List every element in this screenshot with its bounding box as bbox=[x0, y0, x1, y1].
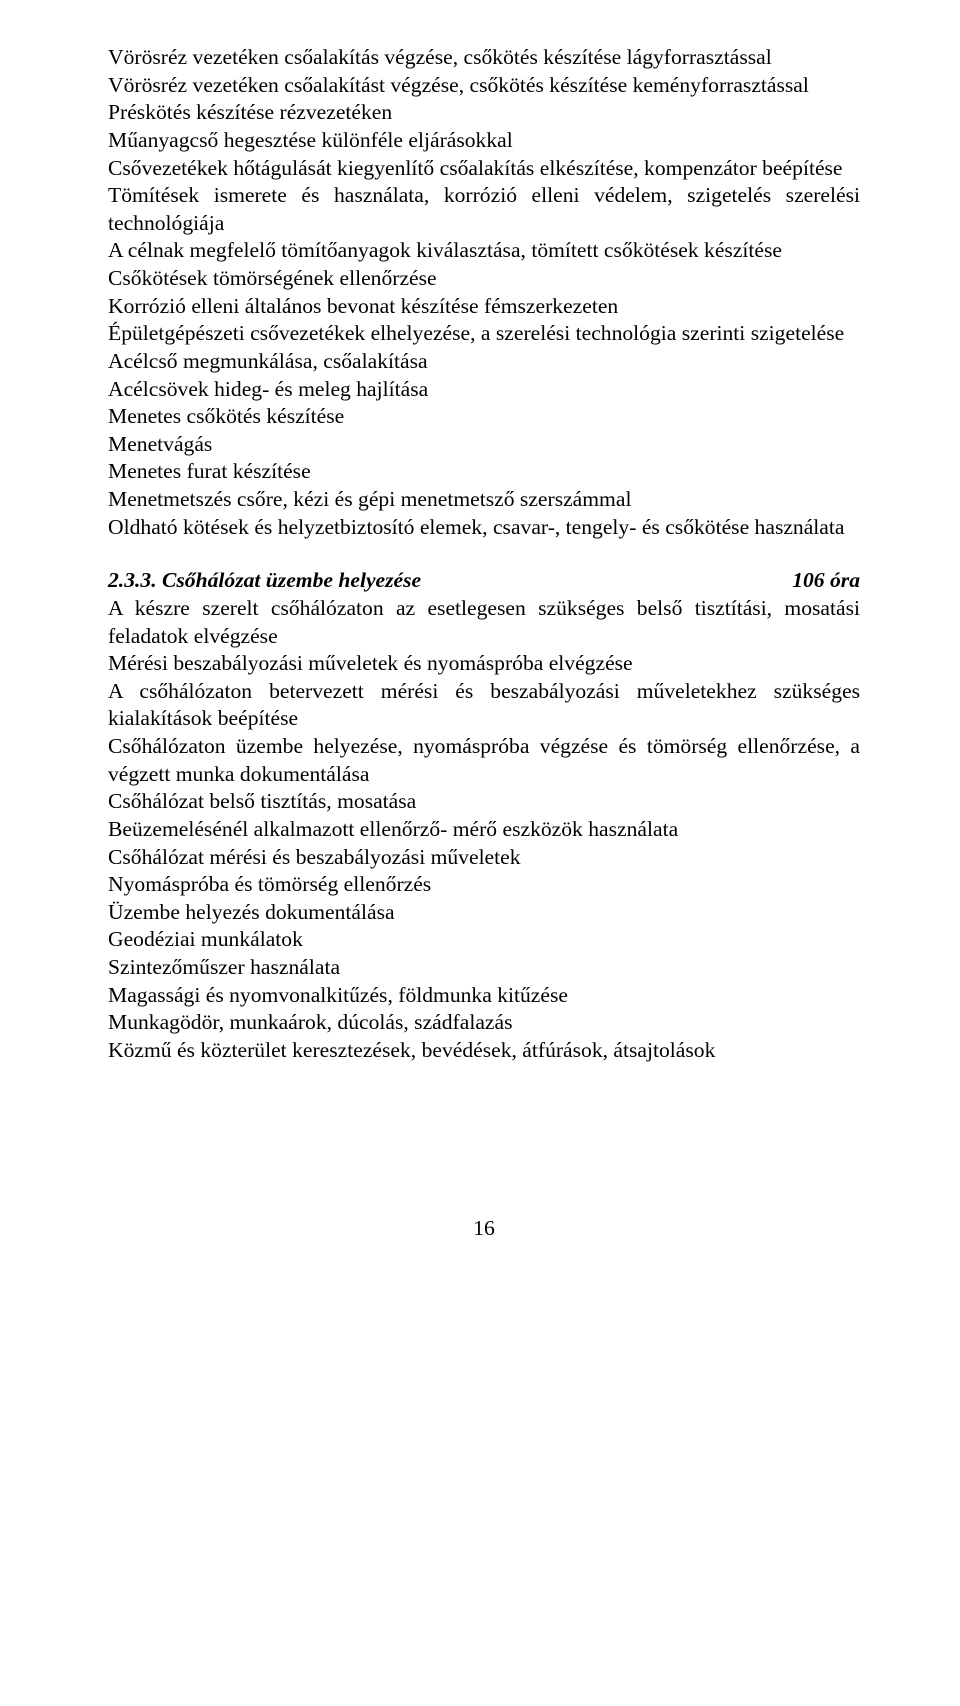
body-line: Magassági és nyomvonalkitűzés, földmunka… bbox=[108, 982, 860, 1010]
body-line: Menetmetszés csőre, kézi és gépi menetme… bbox=[108, 486, 860, 514]
section-heading-title: 2.3.3. Csőhálózat üzembe helyezése bbox=[108, 567, 421, 595]
body-line: Csőkötések tömörségének ellenőrzése bbox=[108, 265, 860, 293]
body-line: A csőhálózaton betervezett mérési és bes… bbox=[108, 678, 860, 733]
section-gap bbox=[108, 541, 860, 567]
body-line: Vörösréz vezetéken csőalakítást végzése,… bbox=[108, 72, 860, 100]
page: Vörösréz vezetéken csőalakítás végzése, … bbox=[0, 0, 960, 1706]
body-line: Csőhálózat mérési és beszabályozási műve… bbox=[108, 844, 860, 872]
section-heading-hours: 106 óra bbox=[792, 567, 860, 595]
body-line: Üzembe helyezés dokumentálása bbox=[108, 899, 860, 927]
body-line: Szintezőműszer használata bbox=[108, 954, 860, 982]
body-line: Menetes furat készítése bbox=[108, 458, 860, 486]
body-line: Műanyagcső hegesztése különféle eljáráso… bbox=[108, 127, 860, 155]
content-block-2: A készre szerelt csőhálózaton az esetleg… bbox=[108, 595, 860, 1065]
body-line: Csőhálózaton üzembe helyezése, nyomáspró… bbox=[108, 733, 860, 788]
content-block-1: Vörösréz vezetéken csőalakítás végzése, … bbox=[108, 44, 860, 541]
body-line: Tömítések ismerete és használata, korróz… bbox=[108, 182, 860, 237]
body-line: Épületgépészeti csővezetékek elhelyezése… bbox=[108, 320, 860, 348]
body-line: Mérési beszabályozási műveletek és nyomá… bbox=[108, 650, 860, 678]
body-line: Beüzemelésénél alkalmazott ellenőrző- mé… bbox=[108, 816, 860, 844]
body-line: Acélcsövek hideg- és meleg hajlítása bbox=[108, 376, 860, 404]
body-line: Munkagödör, munkaárok, dúcolás, szádfala… bbox=[108, 1009, 860, 1037]
body-line: Acélcső megmunkálása, csőalakítása bbox=[108, 348, 860, 376]
body-line: Menetes csőkötés készítése bbox=[108, 403, 860, 431]
body-line: Csővezetékek hőtágulását kiegyenlítő cső… bbox=[108, 155, 860, 183]
body-line: Csőhálózat belső tisztítás, mosatása bbox=[108, 788, 860, 816]
body-line: A célnak megfelelő tömítőanyagok kiválas… bbox=[108, 237, 860, 265]
body-line: Menetvágás bbox=[108, 431, 860, 459]
body-line: Vörösréz vezetéken csőalakítás végzése, … bbox=[108, 44, 860, 72]
body-line: Közmű és közterület keresztezések, bevéd… bbox=[108, 1037, 860, 1065]
body-line: Préskötés készítése rézvezetéken bbox=[108, 99, 860, 127]
body-line: A készre szerelt csőhálózaton az esetleg… bbox=[108, 595, 860, 650]
body-line: Oldható kötések és helyzetbiztosító elem… bbox=[108, 514, 860, 542]
section-heading: 2.3.3. Csőhálózat üzembe helyezése 106 ó… bbox=[108, 567, 860, 595]
body-line: Nyomáspróba és tömörség ellenőrzés bbox=[108, 871, 860, 899]
body-line: Korrózió elleni általános bevonat készít… bbox=[108, 293, 860, 321]
body-line: Geodéziai munkálatok bbox=[108, 926, 860, 954]
page-number: 16 bbox=[108, 1215, 860, 1243]
